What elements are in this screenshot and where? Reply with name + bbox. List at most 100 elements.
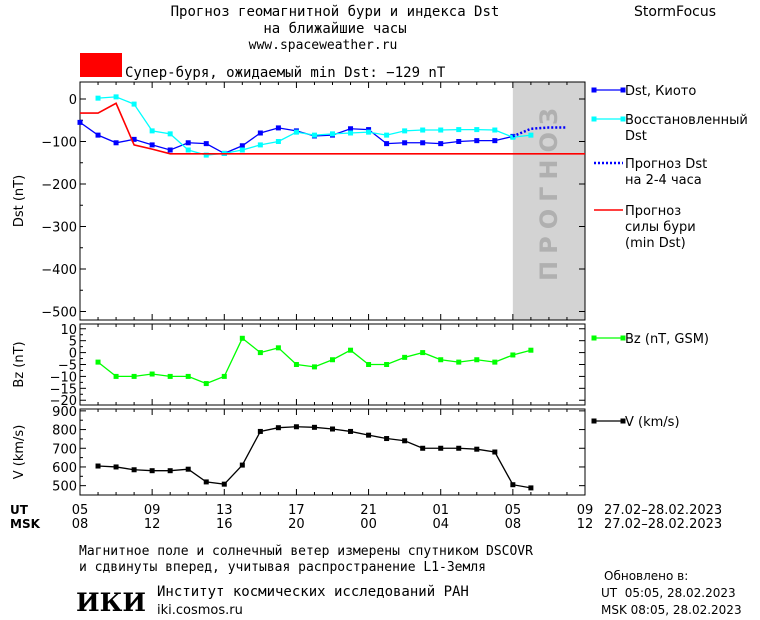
panel-bz-series-point [366,362,372,367]
panel-dst-legend-label: Восстановленный [625,113,748,128]
panel-dst-series-point [402,128,408,134]
panel-dst-series-point [384,132,390,138]
panel-bz-series-point [438,357,444,363]
panel-v-series-point [275,425,281,431]
panel-v-series-point [95,463,101,469]
panel-dst-series-point [366,127,372,133]
panel-dst-series-point [239,147,245,153]
panel-dst-series-point [420,127,426,133]
panel-v-series-point [167,468,173,474]
storm-banner-text: Супер-буря, ожидаемый min Dst: −129 nT [125,65,446,81]
panel-dst-legend-label: на 2-4 часа [625,173,702,188]
panel-dst-series-point [402,140,408,146]
panel-dst-series-point [113,94,119,100]
panel-dst-series-point [257,142,263,148]
panel-v-legend-marker [591,418,597,424]
storm-level-swatch [80,53,122,77]
panel-dst-ytick-label: −100 [41,136,77,151]
panel-bz-series-point [221,373,227,379]
panel-dst-series-point [330,131,335,137]
panel-bz-ytick-label: −20 [50,394,77,409]
panel-dst-legend-label: Dst, Киото [625,84,696,99]
panel-dst-legend-label: Dst [625,129,647,144]
panel-dst-series-point [510,134,516,140]
panel-dst-series-point [438,141,444,147]
panel-dst-series-point [167,147,173,153]
panel-v-series-point [348,428,354,434]
panel-dst-legend-label: (min Dst) [625,236,686,251]
panel-bz-series-line [97,337,532,385]
panel-bz-series-point [113,373,119,379]
panel-dst-series-point [474,127,480,133]
msk-date-range: 27.02–28.02.2023 [604,517,722,532]
panel-v-series-point [311,424,317,430]
panel-v-series-point [185,466,191,472]
msk-row-label: MSK [10,517,41,531]
panel-v-legend-marker [620,418,626,424]
panel-v-series-point [528,485,534,491]
panel-dst-legend-marker [620,116,626,122]
panel-bz-ytick-label: 5 [69,335,77,350]
panel-dst-series-point [131,101,137,107]
panel-dst-legend-label: Прогноз Dst [625,157,707,172]
panel-bz-series-point [311,364,317,370]
panel-dst-series-point [77,119,83,125]
panel-v-ytick-label: 600 [52,461,77,476]
panel-v-legend-label: V (km/s) [625,415,680,430]
panel-bz-series-point [528,347,534,353]
msk-tick-label: 12 [577,517,594,532]
panel-dst-series-point [257,130,263,136]
panel-bz-ytick-label: −10 [50,370,77,385]
panel-bz-legend-marker [620,335,626,341]
panel-dst-ytick-label: −400 [41,263,77,278]
panel-dst-series-point [366,129,372,135]
forecast-band [512,82,585,320]
panel-v-frame [79,408,586,496]
panel-dst-series-point [456,139,462,144]
msk-tick-label: 08 [72,517,89,532]
panel-dst-frame [79,81,586,321]
website-link[interactable]: www.spaceweather.ru [249,38,398,53]
institute-name: Институт космических исследований РАН [157,584,469,600]
panel-v-series-point [239,462,245,468]
panel-bz-series-point [510,352,516,358]
panel-dst-series-point [384,141,390,147]
msk-tick-label: 16 [216,517,233,532]
panel-v-series-point [402,438,408,444]
panel-dst-series-point [149,142,155,148]
panel-v-ytick-label: 900 [52,405,77,420]
panel-dst-series-point [492,127,498,133]
panel-bz-series-point [384,362,390,367]
updated-msk: MSK 08:05, 28.02.2023 [601,603,742,617]
panel-bz-series-point [95,359,101,365]
msk-tick-label: 04 [432,517,449,532]
chart-title-line1: Прогноз геомагнитной бури и индекса Dst [171,4,500,20]
panel-dst-series-line [79,121,514,155]
footer-note-line2: и сдвинуты вперед, учитывая распростране… [79,560,486,575]
panel-v-series-point [510,482,516,488]
panel-bz-series-point [402,354,408,360]
ut-tick-label: 21 [360,503,377,518]
panel-dst-series-point [528,132,534,138]
panel-dst-series-point [348,126,354,132]
institute-site[interactable]: iki.cosmos.ru [157,603,243,618]
panel-v-series-point [131,467,137,473]
chart-title-line2: на ближайшие часы [263,21,406,37]
panel-dst-series-point [185,147,191,153]
panel-dst-legend-marker [620,87,626,93]
msk-tick-label: 00 [360,517,377,532]
panel-v-series-point [330,426,335,432]
panel-bz-ytick-label: −5 [58,359,77,374]
ut-tick-label: 05 [505,503,522,518]
ut-tick-label: 13 [216,503,233,518]
panel-dst-series-point [95,95,101,101]
forecast-band-label: ПРОГНОЗ [535,101,563,281]
msk-tick-label: 20 [288,517,305,532]
panel-dst-series-line [80,102,585,155]
panel-v-series-point [474,446,480,452]
updated-ut: UT 05:05, 28.02.2023 [601,586,736,600]
updated-label: Обновлено в: [604,569,688,583]
panel-v-series-point [203,479,209,485]
panel-v-ytick-label: 700 [52,442,77,457]
